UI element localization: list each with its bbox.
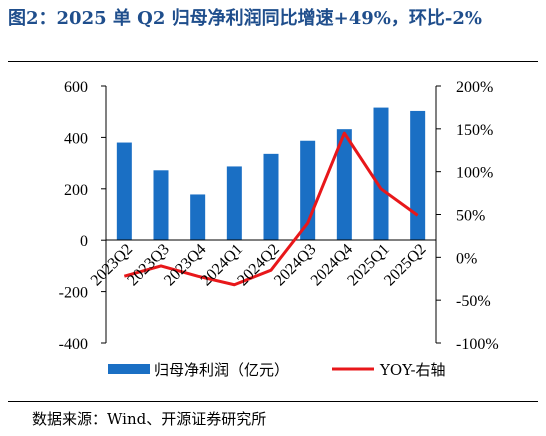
legend-line-label: YOY-右轴 — [379, 361, 446, 379]
left-tick-label: 0 — [80, 233, 88, 250]
left-tick-label: -400 — [59, 336, 88, 353]
bar-2023Q2 — [116, 142, 132, 241]
right-tick-label: -50% — [456, 293, 491, 310]
bar-2023Q3 — [153, 170, 169, 241]
source-note: 数据来源：Wind、开源证券研究所 — [32, 410, 267, 428]
bar-2024Q4 — [336, 129, 352, 241]
left-tick-label: 600 — [64, 79, 88, 96]
legend-bar-swatch — [108, 364, 150, 374]
left-tick-label: 400 — [64, 130, 88, 147]
bar-2023Q4 — [190, 194, 206, 241]
bar-2024Q1 — [226, 166, 242, 241]
x-axis-labels: 2023Q22023Q32023Q42024Q12024Q22024Q32024… — [88, 241, 430, 289]
left-tick-label: -200 — [59, 285, 88, 302]
x-tick-label: 2025Q2 — [381, 241, 429, 289]
yoy-line — [123, 131, 419, 287]
right-tick-label: 200% — [456, 79, 493, 96]
bar-2025Q1 — [373, 107, 389, 241]
right-axis-ticks: -100% -50% 0% 50% 100% 150% 200% — [436, 79, 499, 353]
top-rule — [8, 61, 538, 62]
legend: 归母净利润（亿元） YOY-右轴 — [108, 361, 446, 379]
bar-2024Q2 — [263, 153, 279, 241]
right-tick-label: 50% — [456, 208, 485, 225]
bar-2025Q2 — [410, 110, 426, 241]
right-tick-label: 100% — [456, 165, 493, 182]
right-tick-label: -100% — [456, 336, 499, 353]
right-tick-label: 0% — [456, 250, 477, 267]
legend-bar-label: 归母净利润（亿元） — [154, 361, 289, 379]
bottom-rule — [8, 401, 538, 402]
left-tick-label: 200 — [64, 182, 88, 199]
bar-series — [116, 107, 426, 241]
right-tick-label: 150% — [456, 122, 493, 139]
left-axis-ticks: -400 -200 0 200 400 600 — [59, 79, 106, 353]
chart-title: 图2：2025 单 Q2 归母净利润同比增速+49%，环比-2% — [8, 8, 482, 29]
